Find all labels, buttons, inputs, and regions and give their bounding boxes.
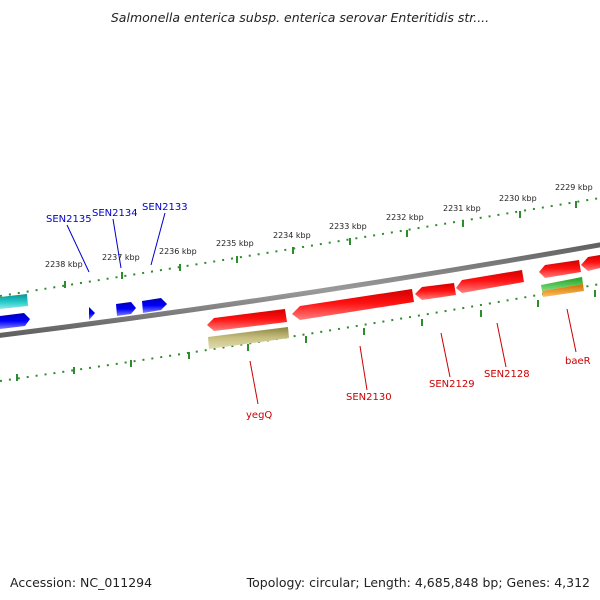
gene-arrow[interactable] <box>581 255 600 271</box>
gene-arrow[interactable] <box>539 260 581 278</box>
gene-label[interactable]: SEN2134 <box>92 208 138 219</box>
gene-arrow[interactable] <box>116 302 136 316</box>
tick-label: 2232 kbp <box>386 213 424 222</box>
gene-arrow[interactable] <box>292 289 414 320</box>
gene-label[interactable]: SEN2135 <box>46 214 92 225</box>
forward-genes <box>0 294 167 329</box>
tick-label: 2237 kbp <box>102 253 140 262</box>
map-title: Salmonella enterica subsp. enterica sero… <box>110 10 490 25</box>
tick-label: 2234 kbp <box>273 231 311 240</box>
tick-label: 2235 kbp <box>216 239 254 248</box>
gene-label[interactable]: baeR <box>565 356 591 367</box>
tick-label: 2238 kbp <box>45 260 83 269</box>
tick-label: 2233 kbp <box>329 222 367 231</box>
gene-arrow[interactable] <box>142 298 167 313</box>
gene-arrow[interactable] <box>208 327 289 349</box>
tick-label: 2230 kbp <box>499 194 537 203</box>
genome-info-text: Topology: circular; Length: 4,685,848 bp… <box>246 575 590 590</box>
gene-label[interactable]: SEN2129 <box>429 379 475 390</box>
gene-arrow[interactable] <box>89 307 95 320</box>
gene-label[interactable]: SEN2130 <box>346 392 392 403</box>
reverse-genes <box>207 255 600 349</box>
tick-label: 2236 kbp <box>159 247 197 256</box>
tick-label: 2229 kbp <box>555 183 593 192</box>
gene-label[interactable]: SEN2133 <box>142 202 188 213</box>
gene-label[interactable]: yegQ <box>246 410 272 421</box>
gene-arrow[interactable] <box>0 294 28 309</box>
gene-arrow[interactable] <box>415 283 456 300</box>
gene-arrow[interactable] <box>0 313 30 329</box>
outer-tick-ring <box>0 197 600 297</box>
gene-arrow[interactable] <box>542 284 584 297</box>
reverse-label-lines <box>249 308 577 405</box>
gene-arrow[interactable] <box>207 309 287 331</box>
gene-label[interactable]: SEN2128 <box>484 369 530 380</box>
gene-arrow[interactable] <box>456 270 524 293</box>
forward-label-lines <box>66 212 166 273</box>
genome-backbone <box>0 242 600 338</box>
inner-tick-ring <box>0 283 600 382</box>
gene-arrow[interactable] <box>541 277 583 291</box>
tick-label: 2231 kbp <box>443 204 481 213</box>
accession-text: Accession: NC_011294 <box>10 575 153 590</box>
